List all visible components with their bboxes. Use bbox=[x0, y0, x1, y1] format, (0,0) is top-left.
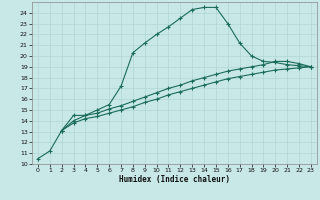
X-axis label: Humidex (Indice chaleur): Humidex (Indice chaleur) bbox=[119, 175, 230, 184]
